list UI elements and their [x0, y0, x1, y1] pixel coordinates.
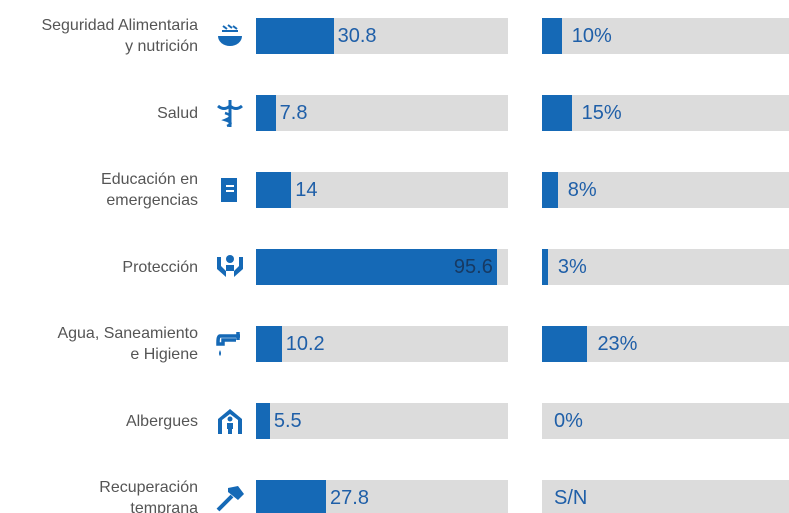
value-label: 27.8 [330, 487, 369, 509]
icon-health [217, 100, 243, 128]
icon-recovery [216, 486, 244, 512]
category-label: Educación en emergencias [101, 171, 198, 209]
category-label: Recuperación temprana [99, 479, 198, 513]
icon-food [218, 24, 242, 46]
value-label: 8% [567, 179, 597, 201]
icon-education [221, 178, 237, 202]
bar-track [542, 172, 789, 208]
bar [256, 95, 276, 131]
bar [256, 480, 327, 513]
category-label: Protección [122, 258, 198, 276]
value-label: 95.6 [453, 256, 493, 278]
value-label: 5.5 [273, 410, 302, 432]
bar [256, 172, 292, 208]
bar [542, 172, 558, 208]
bar [256, 249, 497, 285]
bar-track [256, 326, 508, 362]
bar [542, 18, 562, 54]
bar-track [542, 403, 789, 439]
bar [256, 326, 282, 362]
icon-shelter [218, 409, 242, 434]
category-label: Albergues [125, 412, 198, 430]
icon-water [216, 332, 240, 356]
bar-track [542, 18, 789, 54]
bar-track [256, 95, 508, 131]
value-label: 30.8 [337, 25, 377, 47]
value-label: 0% [554, 410, 583, 432]
bar-track [256, 403, 508, 439]
value-label: 14 [295, 179, 318, 201]
category-label: Agua, Saneamiento e Higiene [57, 325, 198, 363]
bar-track [542, 95, 789, 131]
bar [542, 95, 572, 131]
bar [256, 18, 334, 54]
bar [256, 403, 270, 439]
bar-track [542, 480, 789, 513]
value-label: 23% [597, 333, 638, 355]
bar-track [256, 172, 508, 208]
value-label: S/N [554, 487, 588, 509]
bar-track [542, 249, 789, 285]
value-label: 15% [581, 102, 622, 124]
value-label: 7.8 [279, 102, 308, 124]
category-label: Seguridad Alimentaria y nutrición [41, 17, 198, 55]
value-label: 10.2 [285, 333, 325, 355]
icon-protection [217, 255, 243, 277]
value-label: 10% [571, 25, 612, 47]
value-label: 3% [557, 256, 587, 278]
bar [542, 249, 548, 285]
bar [542, 326, 588, 362]
category-label: Salud [157, 104, 198, 122]
